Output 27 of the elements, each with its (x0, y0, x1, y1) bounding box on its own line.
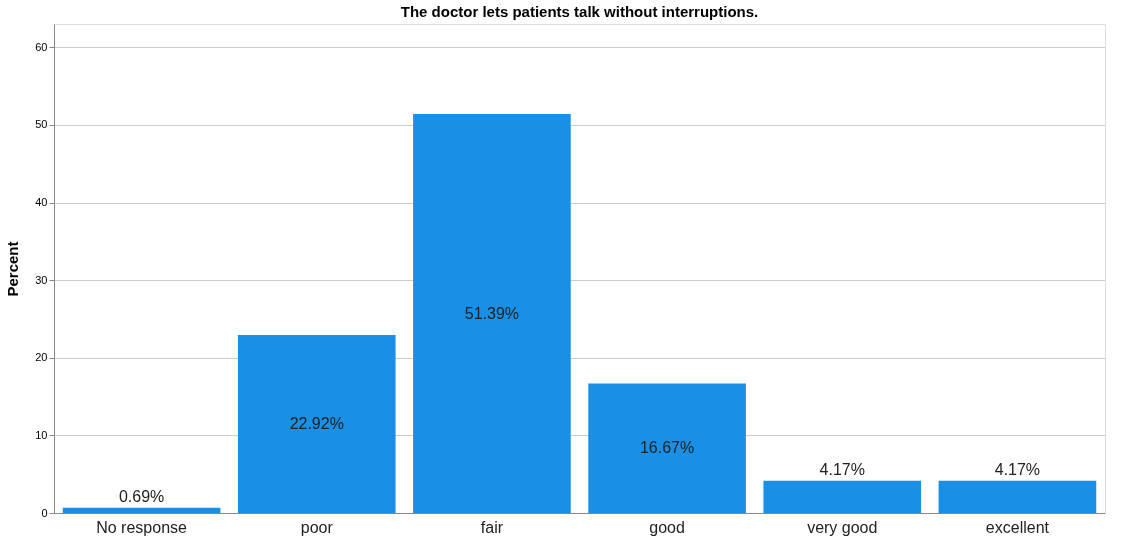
bar (588, 383, 746, 513)
x-tick-label: very good (807, 518, 878, 536)
x-tick-label: good (649, 518, 685, 536)
bar (62, 507, 221, 513)
y-tick-label: 30 (35, 273, 48, 286)
bar (237, 335, 396, 513)
x-tick-label: fair (480, 518, 504, 536)
data-label: 4.17% (819, 460, 865, 478)
y-tick-label: 40 (35, 196, 48, 209)
x-tick-label: poor (300, 518, 334, 536)
bar (938, 480, 1097, 513)
bar (763, 480, 922, 513)
bar (413, 114, 571, 513)
data-label: 51.39% (464, 304, 520, 322)
data-label: 22.92% (289, 415, 344, 433)
y-axis-title: Percent (4, 241, 22, 297)
x-tick-label: excellent (985, 518, 1050, 536)
data-label: 0.69% (118, 487, 165, 505)
data-label: 16.67% (639, 439, 695, 457)
x-tick-label: No response (96, 518, 188, 536)
y-tick-label: 20 (35, 351, 48, 364)
chart-title: The doctor lets patients talk without interruptions. (400, 3, 759, 20)
y-tick-label: 10 (35, 428, 48, 441)
data-label: 4.17% (994, 460, 1041, 478)
y-tick-label: 0 (41, 506, 48, 519)
y-tick-label: 50 (35, 118, 48, 131)
y-tick-label: 60 (35, 40, 48, 53)
